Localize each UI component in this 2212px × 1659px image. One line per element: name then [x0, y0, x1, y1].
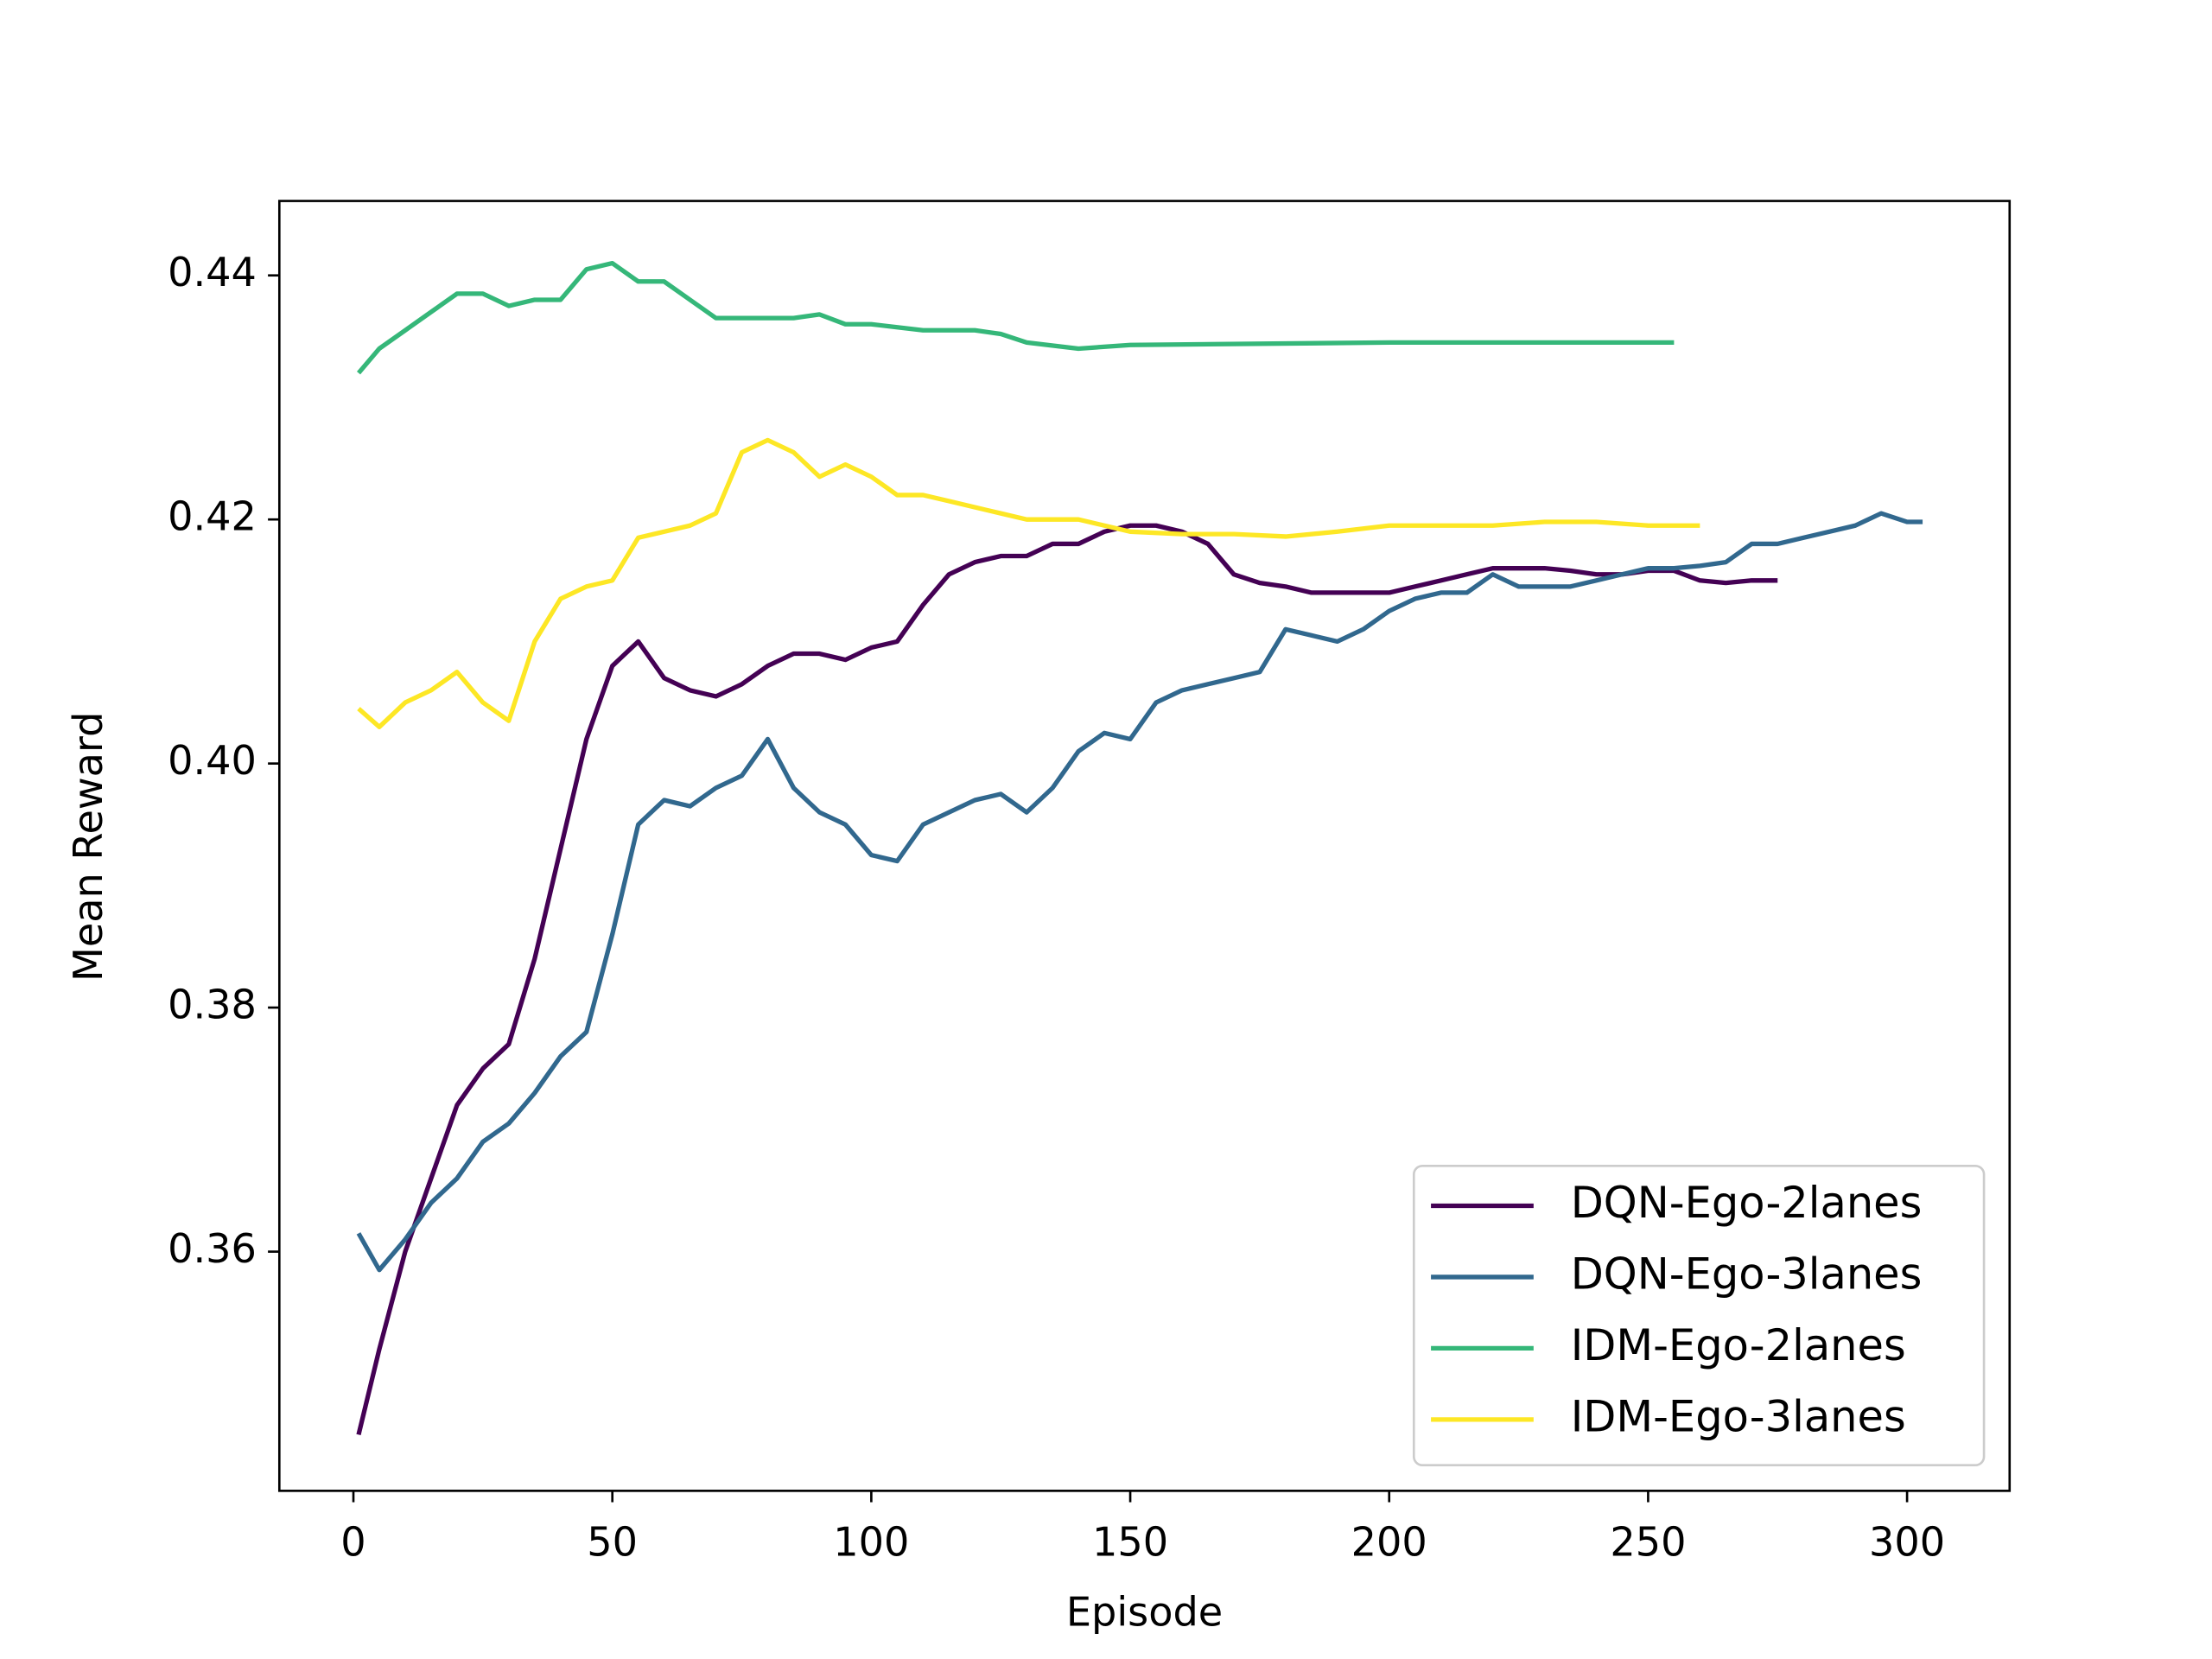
y-tick-label: 0.38	[168, 982, 257, 1028]
x-tick-label: 150	[1092, 1519, 1168, 1566]
y-tick-label: 0.44	[168, 249, 257, 296]
x-tick-label: 0	[340, 1519, 365, 1566]
y-tick-label: 0.40	[168, 737, 257, 784]
x-tick-label: 300	[1869, 1519, 1945, 1566]
x-tick-label: 200	[1351, 1519, 1427, 1566]
y-tick-label: 0.36	[168, 1225, 257, 1272]
legend-label: DQN-Ego-2lanes	[1571, 1178, 1923, 1228]
legend-label: DQN-Ego-3lanes	[1571, 1249, 1923, 1299]
x-tick-label: 100	[833, 1519, 909, 1566]
line-series	[356, 511, 1923, 1273]
legend-box	[1412, 1164, 1986, 1466]
line-series	[357, 437, 1700, 729]
plot-frame	[277, 200, 2012, 1492]
line-series	[356, 523, 1778, 1436]
legend-label: IDM-Ego-3lanes	[1571, 1391, 1906, 1441]
x-tick-label: 250	[1610, 1519, 1686, 1566]
x-axis-label: Episode	[1066, 1588, 1223, 1635]
x-tick-label: 50	[587, 1519, 638, 1566]
y-tick-label: 0.42	[168, 493, 257, 540]
line-series	[356, 260, 1675, 375]
y-axis-label: Mean Reward	[65, 712, 111, 982]
legend-label: IDM-Ego-2lanes	[1571, 1320, 1906, 1370]
